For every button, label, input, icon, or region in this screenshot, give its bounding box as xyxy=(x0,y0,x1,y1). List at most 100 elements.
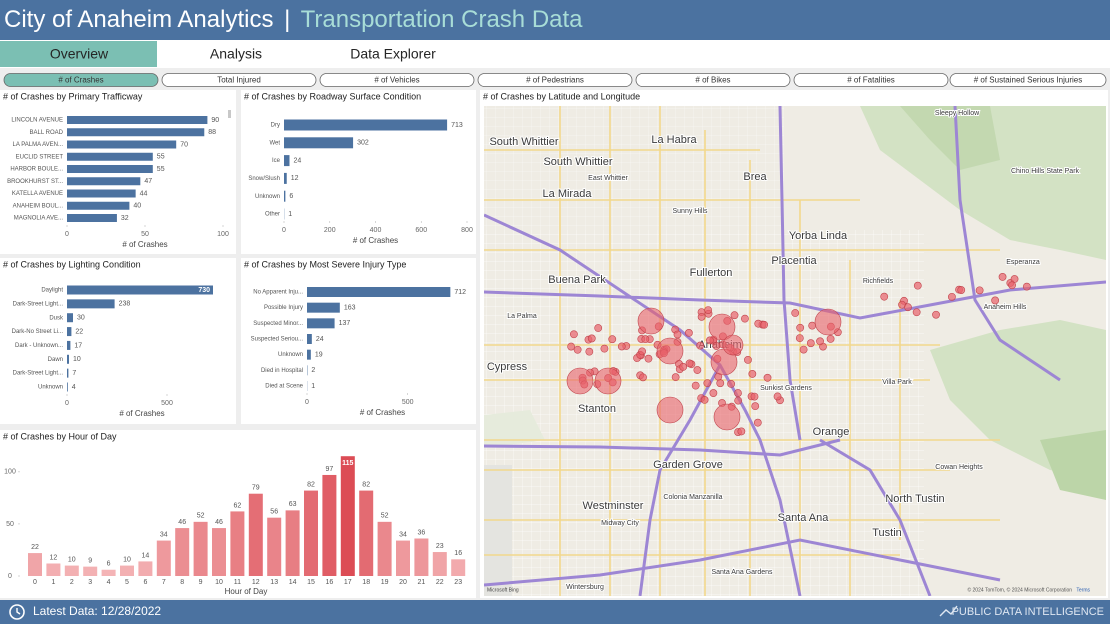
category-label: KATELLA AVENUE xyxy=(12,191,63,197)
bar xyxy=(307,349,311,360)
category-label: Dawn xyxy=(48,357,63,363)
bar xyxy=(175,528,190,576)
value-label: 137 xyxy=(339,320,351,327)
map-label: La Mirada xyxy=(543,188,593,200)
map-terms[interactable]: Terms xyxy=(1076,587,1090,593)
map-label: Santa Ana Gardens xyxy=(711,569,773,576)
category-label: Unknown xyxy=(38,385,63,391)
metric-button-label[interactable]: # of Bikes xyxy=(695,76,730,85)
map-bubble xyxy=(712,342,721,350)
bar xyxy=(67,340,71,350)
bar xyxy=(67,165,153,173)
metric-button-label[interactable]: # of Fatalities xyxy=(847,76,895,85)
tab[interactable]: Data Explorer xyxy=(350,46,436,62)
map-bubble xyxy=(594,367,622,395)
value-label: 23 xyxy=(436,543,444,550)
map-label: East Whittier xyxy=(588,175,628,182)
bar xyxy=(432,552,447,576)
map-label: Fullerton xyxy=(690,267,733,279)
metric-button-label[interactable]: # of Vehicles xyxy=(374,76,419,85)
metric-button-label[interactable]: Total Injured xyxy=(217,76,261,85)
bar xyxy=(307,318,335,329)
x-tick-label: 18 xyxy=(362,579,370,586)
map-provider: Microsoft Bing xyxy=(487,587,519,593)
tab[interactable]: Analysis xyxy=(210,46,262,62)
map-label: La Palma xyxy=(507,313,537,320)
category-label: Dusk xyxy=(49,315,64,321)
value-label: 70 xyxy=(180,141,188,148)
metric-button-label[interactable]: # of Pedestrians xyxy=(526,76,584,85)
value-label: 7 xyxy=(72,370,76,377)
header-title: City of Anaheim Analytics xyxy=(4,6,273,33)
category-label: Other xyxy=(265,212,280,218)
bar xyxy=(322,474,337,576)
map-bubble xyxy=(760,320,769,329)
map-bubble xyxy=(796,323,805,332)
header-subtitle: Transportation Crash Data xyxy=(301,6,584,33)
x-tick-label: 800 xyxy=(461,227,473,234)
bar xyxy=(67,354,69,364)
bar xyxy=(67,313,73,323)
map-label: Buena Park xyxy=(548,274,606,286)
chart-title: # of Crashes by Lighting Condition xyxy=(3,259,141,269)
value-label: 9 xyxy=(88,557,92,564)
map-bubble xyxy=(708,313,736,341)
chart-title: # of Crashes by Most Severe Injury Type xyxy=(244,259,406,269)
value-label: 16 xyxy=(454,550,462,557)
value-label: 1 xyxy=(311,383,315,390)
x-tick-label: 19 xyxy=(381,579,389,586)
map-bubble xyxy=(691,381,700,390)
x-tick-label: 9 xyxy=(199,579,203,586)
map-bubble xyxy=(656,396,684,424)
metric-button[interactable] xyxy=(793,73,949,87)
map-bubble xyxy=(741,314,749,323)
tab[interactable]: Overview xyxy=(50,46,109,62)
bar xyxy=(67,368,69,378)
bar xyxy=(64,565,79,576)
latest-data: Latest Data: 12/28/2022 xyxy=(33,604,161,618)
map-bubble xyxy=(750,392,759,401)
category-label: Suspected Seriou... xyxy=(251,337,304,343)
x-tick-label: 600 xyxy=(415,227,427,234)
map-bubble xyxy=(912,308,921,317)
metric-button-label[interactable]: # of Crashes xyxy=(58,76,103,85)
metric-button-label[interactable]: # of Sustained Serious Injuries xyxy=(974,76,1083,85)
metric-button[interactable] xyxy=(319,73,475,87)
bar xyxy=(230,511,245,576)
metric-button[interactable] xyxy=(635,73,791,87)
bar xyxy=(67,214,117,222)
category-label: Dark-Street Light... xyxy=(13,301,64,307)
metric-button[interactable] xyxy=(949,73,1107,87)
category-label: Suspected Minor... xyxy=(253,321,303,327)
value-label: 1 xyxy=(288,211,292,218)
x-axis-label: # of Crashes xyxy=(353,236,398,245)
value-label: 82 xyxy=(362,481,370,488)
value-label: 34 xyxy=(399,531,407,538)
value-label: 36 xyxy=(418,529,426,536)
bar xyxy=(67,382,68,392)
metric-button[interactable] xyxy=(3,73,159,87)
map-bubble xyxy=(826,334,835,343)
metric-button[interactable] xyxy=(161,73,317,87)
x-tick-label: 16 xyxy=(326,579,334,586)
bar xyxy=(28,553,42,576)
value-label: 63 xyxy=(289,501,297,508)
map-bubble xyxy=(806,339,815,348)
x-tick-label: 6 xyxy=(143,579,147,586)
map-bubble xyxy=(573,345,582,354)
map-airbase xyxy=(484,465,512,596)
map-bubble xyxy=(570,330,578,339)
map-bubble xyxy=(684,329,693,337)
value-label: 52 xyxy=(381,513,389,520)
value-label: 90 xyxy=(211,117,219,124)
map-bubble xyxy=(1008,281,1016,290)
map-bubble xyxy=(706,336,714,345)
category-label: Wet xyxy=(269,140,280,146)
metric-button[interactable] xyxy=(477,73,633,87)
category-label: ANAHEIM BOUL... xyxy=(13,203,64,209)
value-label: 62 xyxy=(234,502,242,509)
map-label: Yorba Linda xyxy=(789,230,848,242)
map-bubble xyxy=(639,373,647,382)
map-bubble xyxy=(751,402,760,411)
value-label: 12 xyxy=(50,554,58,561)
